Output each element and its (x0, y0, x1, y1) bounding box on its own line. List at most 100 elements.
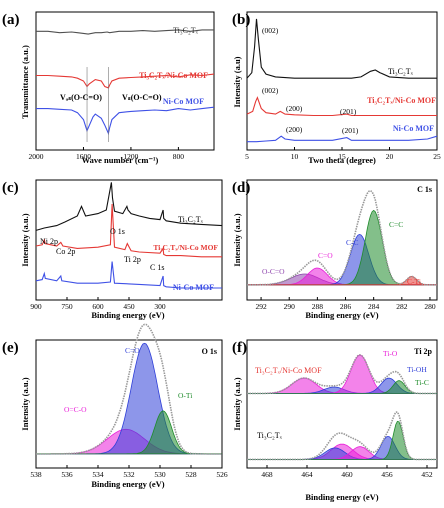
panel-f-xtick-label: 468 (261, 470, 273, 479)
panel-b-xtick-label: 5 (245, 152, 249, 161)
panel-c-ylabel: Intensity (a.u.) (20, 213, 30, 266)
panel-f-xtick-label: 456 (381, 470, 393, 479)
panel-e-peak-oti: O-Ti (178, 391, 192, 400)
panel-f-stack-composite: Ti₃C₂Tₓ/Ni-Co MOF (255, 366, 322, 375)
panel-d-label: (d) (232, 180, 250, 196)
panel-c-peak-co2p: Co 2p (56, 247, 75, 256)
panel-f-ylabel: Intensity (a.u.) (232, 377, 242, 430)
panel-b-peak-201-b: (201) (342, 126, 359, 135)
panel-f-xtick-label: 452 (421, 470, 433, 479)
panel-d-xlabel: Binding energy (eV) (305, 310, 378, 320)
panel-f-envelope (247, 354, 437, 395)
panel-e-xtick-label: 526 (216, 470, 228, 479)
panel-b-series-line-1 (246, 96, 437, 117)
panel-a-ylabel: Transmittance (a.u.) (20, 45, 30, 119)
panel-b: 5 10 15 20 25 (b) Two theta (degree) Intensi… (232, 11, 441, 165)
panel-a: 2000 1600 1200 800 (a) Wave number (cm⁻¹) T… (2, 11, 215, 165)
panel-d-xtick-label: 288 (312, 302, 324, 311)
panel-d-peak-cdc: C=C (389, 220, 403, 229)
panel-c: 900 750 600 450 300 (c) Binding energy (eV) … (2, 179, 223, 320)
panel-f-xtick-label: 460 (341, 470, 353, 479)
panel-a-plot: 2000 1600 1200 800 (29, 29, 215, 161)
panel-a-xlabel: Wave number (cm⁻¹) (82, 155, 159, 165)
panel-c-peak-o1s: O 1s (110, 227, 125, 236)
panel-d-frame (246, 179, 438, 301)
panel-b-xtick-label: 20 (386, 152, 394, 161)
panel-b-peak-002-b: (002) (262, 86, 279, 95)
panel-c-legend-nico: Ni-Co MOF (173, 283, 214, 292)
panel-f-peak-tic: Ti-C (415, 378, 429, 387)
panel-b-peak-002-a: (002) (262, 26, 279, 35)
panel-b-series-line-0 (246, 18, 437, 79)
panel-b-series-line-2 (247, 135, 438, 143)
panel-d-corner: C 1s (417, 185, 432, 194)
panel-e-ylabel: Intensity (a.u.) (20, 377, 30, 430)
panel-c-plot: 900 750 600 450 300 (30, 182, 223, 311)
panel-d-xtick-label: 284 (368, 302, 380, 311)
panel-e: 538 536 534 532 530 528 526 (e) O 1s Binding e… (2, 323, 228, 489)
panel-a-xtick-label: 1600 (76, 152, 91, 161)
panel-d-peak-co: C=O (318, 251, 333, 260)
panel-a-xtick-label: 800 (173, 152, 185, 161)
panel-a-series-line-0 (36, 29, 214, 35)
panel-d-peak-ococo: O-C=O (262, 267, 285, 276)
panel-f-plot: 468 464 460 456 452 (247, 354, 437, 479)
panel-c-series-line-0 (35, 182, 223, 231)
panel-c-xlabel: Binding energy (eV) (91, 310, 164, 320)
panel-d-xtick-label: 292 (255, 302, 267, 311)
panel-e-xtick-label: 530 (154, 470, 166, 479)
panel-c-series-line-1 (35, 203, 222, 258)
panel-a-xtick-label: 2000 (29, 152, 44, 161)
panel-e-xtick-label: 536 (61, 470, 73, 479)
panel-a-annotation-vs: Vₛ(O-C=O) (122, 93, 162, 102)
panel-a-legend-composite: Ti₃C₂Tₓ/Ni-Co MOF (139, 71, 208, 80)
panel-e-xtick-label: 534 (92, 470, 104, 479)
panel-a-legend-ti3c2tx: Ti₃C₂Tₓ (173, 26, 199, 35)
panel-e-corner: O 1s (202, 347, 217, 356)
panel-f: 468 464 460 456 452 (f) Ti 2p Binding energy… (232, 339, 438, 502)
panel-c-peak-ti2p: Ti 2p (124, 255, 141, 264)
panel-f-label: (f) (232, 340, 247, 356)
panel-e-xtick-label: 528 (185, 470, 197, 479)
panel-e-xtick-label: 538 (30, 470, 42, 479)
panel-b-legend-nico: Ni-Co MOF (393, 124, 434, 133)
panel-d-peak-cti: C-Ti (407, 277, 421, 286)
panel-d-xtick-label: 282 (396, 302, 408, 311)
panel-f-envelope (247, 411, 437, 461)
panel-e-plot: 538 536 534 532 530 528 526 (30, 323, 228, 479)
panel-a-frame (35, 11, 215, 151)
panel-c-series-line-2 (35, 261, 222, 289)
panel-a-xtick-label: 1200 (123, 152, 138, 161)
panel-b-label: (b) (232, 12, 250, 28)
panel-f-peak-tioh: Ti-OH (407, 365, 427, 374)
panel-e-label: (e) (2, 340, 19, 356)
panel-d: 292 290 288 286 284 282 280 (d) C 1s Binding e… (232, 179, 438, 320)
panel-f-peak-tio: Ti-O (383, 349, 398, 358)
panel-c-xtick-label: 600 (92, 302, 104, 311)
panel-a-series-line-2 (36, 106, 215, 136)
panel-c-label: (c) (2, 180, 19, 196)
panel-b-xtick-label: 25 (433, 152, 441, 161)
panel-f-frame (246, 339, 438, 469)
panel-b-legend-ti3c2tx: Ti₃C₂Tₓ (388, 67, 414, 76)
panel-e-xlabel: Binding energy (eV) (91, 479, 164, 489)
panel-c-legend-composite: Ti₃C₂Tₓ/Ni-Co MOF (153, 243, 218, 252)
panel-f-stack-ti3c2tx: Ti₃C₂Tₓ (257, 431, 283, 440)
panel-d-peak-cc: C-C (346, 238, 359, 247)
panel-b-ylabel: Intensity (a.u) (232, 56, 242, 107)
panel-e-envelope (36, 323, 222, 455)
panel-c-xtick-label: 750 (61, 302, 73, 311)
panel-c-peak-ni2p: Ni 2p (40, 237, 58, 246)
panel-e-peak-oco: O=C-O (64, 405, 87, 414)
panel-a-label: (a) (2, 12, 20, 28)
panel-b-peak-201-a: (201) (340, 107, 357, 116)
panel-e-peak-co: C=O (125, 346, 140, 355)
panel-d-xtick-label: 290 (284, 302, 296, 311)
panel-c-legend-ti3c2tx: Ti₃C₂Tₓ (178, 215, 204, 224)
panel-d-plot: 292 290 288 286 284 282 280 (247, 189, 437, 311)
panel-b-legend-composite: Ti₃C₂Tₓ/Ni-Co MOF (367, 96, 436, 105)
panel-c-xtick-label: 900 (30, 302, 42, 311)
panel-b-xtick-label: 10 (291, 152, 299, 161)
panel-a-legend-nico: Ni-Co MOF (163, 97, 204, 106)
